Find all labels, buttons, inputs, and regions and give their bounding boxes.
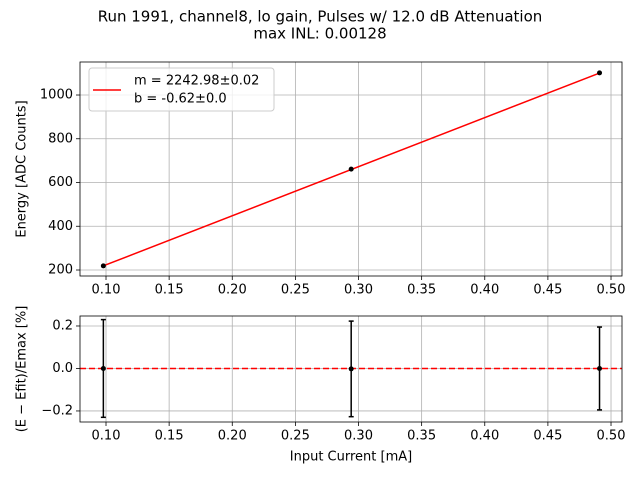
chart-title: Run 1991, channel8, lo gain, Pulses w/ 1… (98, 8, 543, 26)
y-tick-label: 600 (48, 175, 73, 190)
data-point (348, 166, 354, 172)
chart-subtitle: max INL: 0.00128 (253, 25, 386, 43)
x-tick-label: 0.15 (155, 429, 184, 444)
x-tick-label: 0.10 (92, 429, 121, 444)
data-point (348, 366, 354, 372)
legend-label: b = -0.62±0.0 (134, 92, 227, 107)
x-tick-label: 0.10 (92, 283, 121, 298)
x-axis-label: Input Current [mA] (290, 450, 412, 465)
x-tick-label: 0.20 (218, 429, 247, 444)
x-tick-label: 0.35 (407, 283, 436, 298)
data-point (100, 365, 106, 371)
x-tick-label: 0.25 (281, 283, 310, 298)
x-tick-label: 0.35 (407, 429, 436, 444)
x-tick-label: 0.50 (597, 429, 626, 444)
data-point (597, 365, 603, 371)
y-tick-label: −0.2 (41, 403, 73, 418)
y-tick-label: 0.0 (52, 361, 73, 376)
legend-box (88, 67, 275, 112)
y-axis-label: (E − Efit)/Emax [%] (15, 306, 30, 433)
legend-label: m = 2242.98±0.02 (134, 74, 259, 89)
x-tick-label: 0.45 (533, 283, 562, 298)
x-tick-label: 0.25 (281, 429, 310, 444)
x-tick-label: 0.40 (470, 283, 499, 298)
x-tick-label: 0.15 (155, 283, 184, 298)
y-tick-label: 400 (48, 219, 73, 234)
plot-frame (79, 315, 623, 423)
x-tick-label: 0.45 (533, 429, 562, 444)
y-tick-label: 1000 (40, 88, 73, 103)
y-tick-label: 800 (48, 131, 73, 146)
x-tick-label: 0.40 (470, 429, 499, 444)
data-point (100, 263, 106, 269)
y-tick-label: 0.2 (52, 318, 73, 333)
data-point (597, 70, 603, 76)
plot-frame (79, 61, 623, 277)
y-tick-label: 200 (48, 263, 73, 278)
x-tick-label: 0.30 (344, 283, 373, 298)
x-tick-label: 0.20 (218, 283, 247, 298)
x-tick-label: 0.50 (597, 283, 626, 298)
x-tick-label: 0.30 (344, 429, 373, 444)
y-axis-label: Energy [ADC Counts] (15, 100, 30, 237)
